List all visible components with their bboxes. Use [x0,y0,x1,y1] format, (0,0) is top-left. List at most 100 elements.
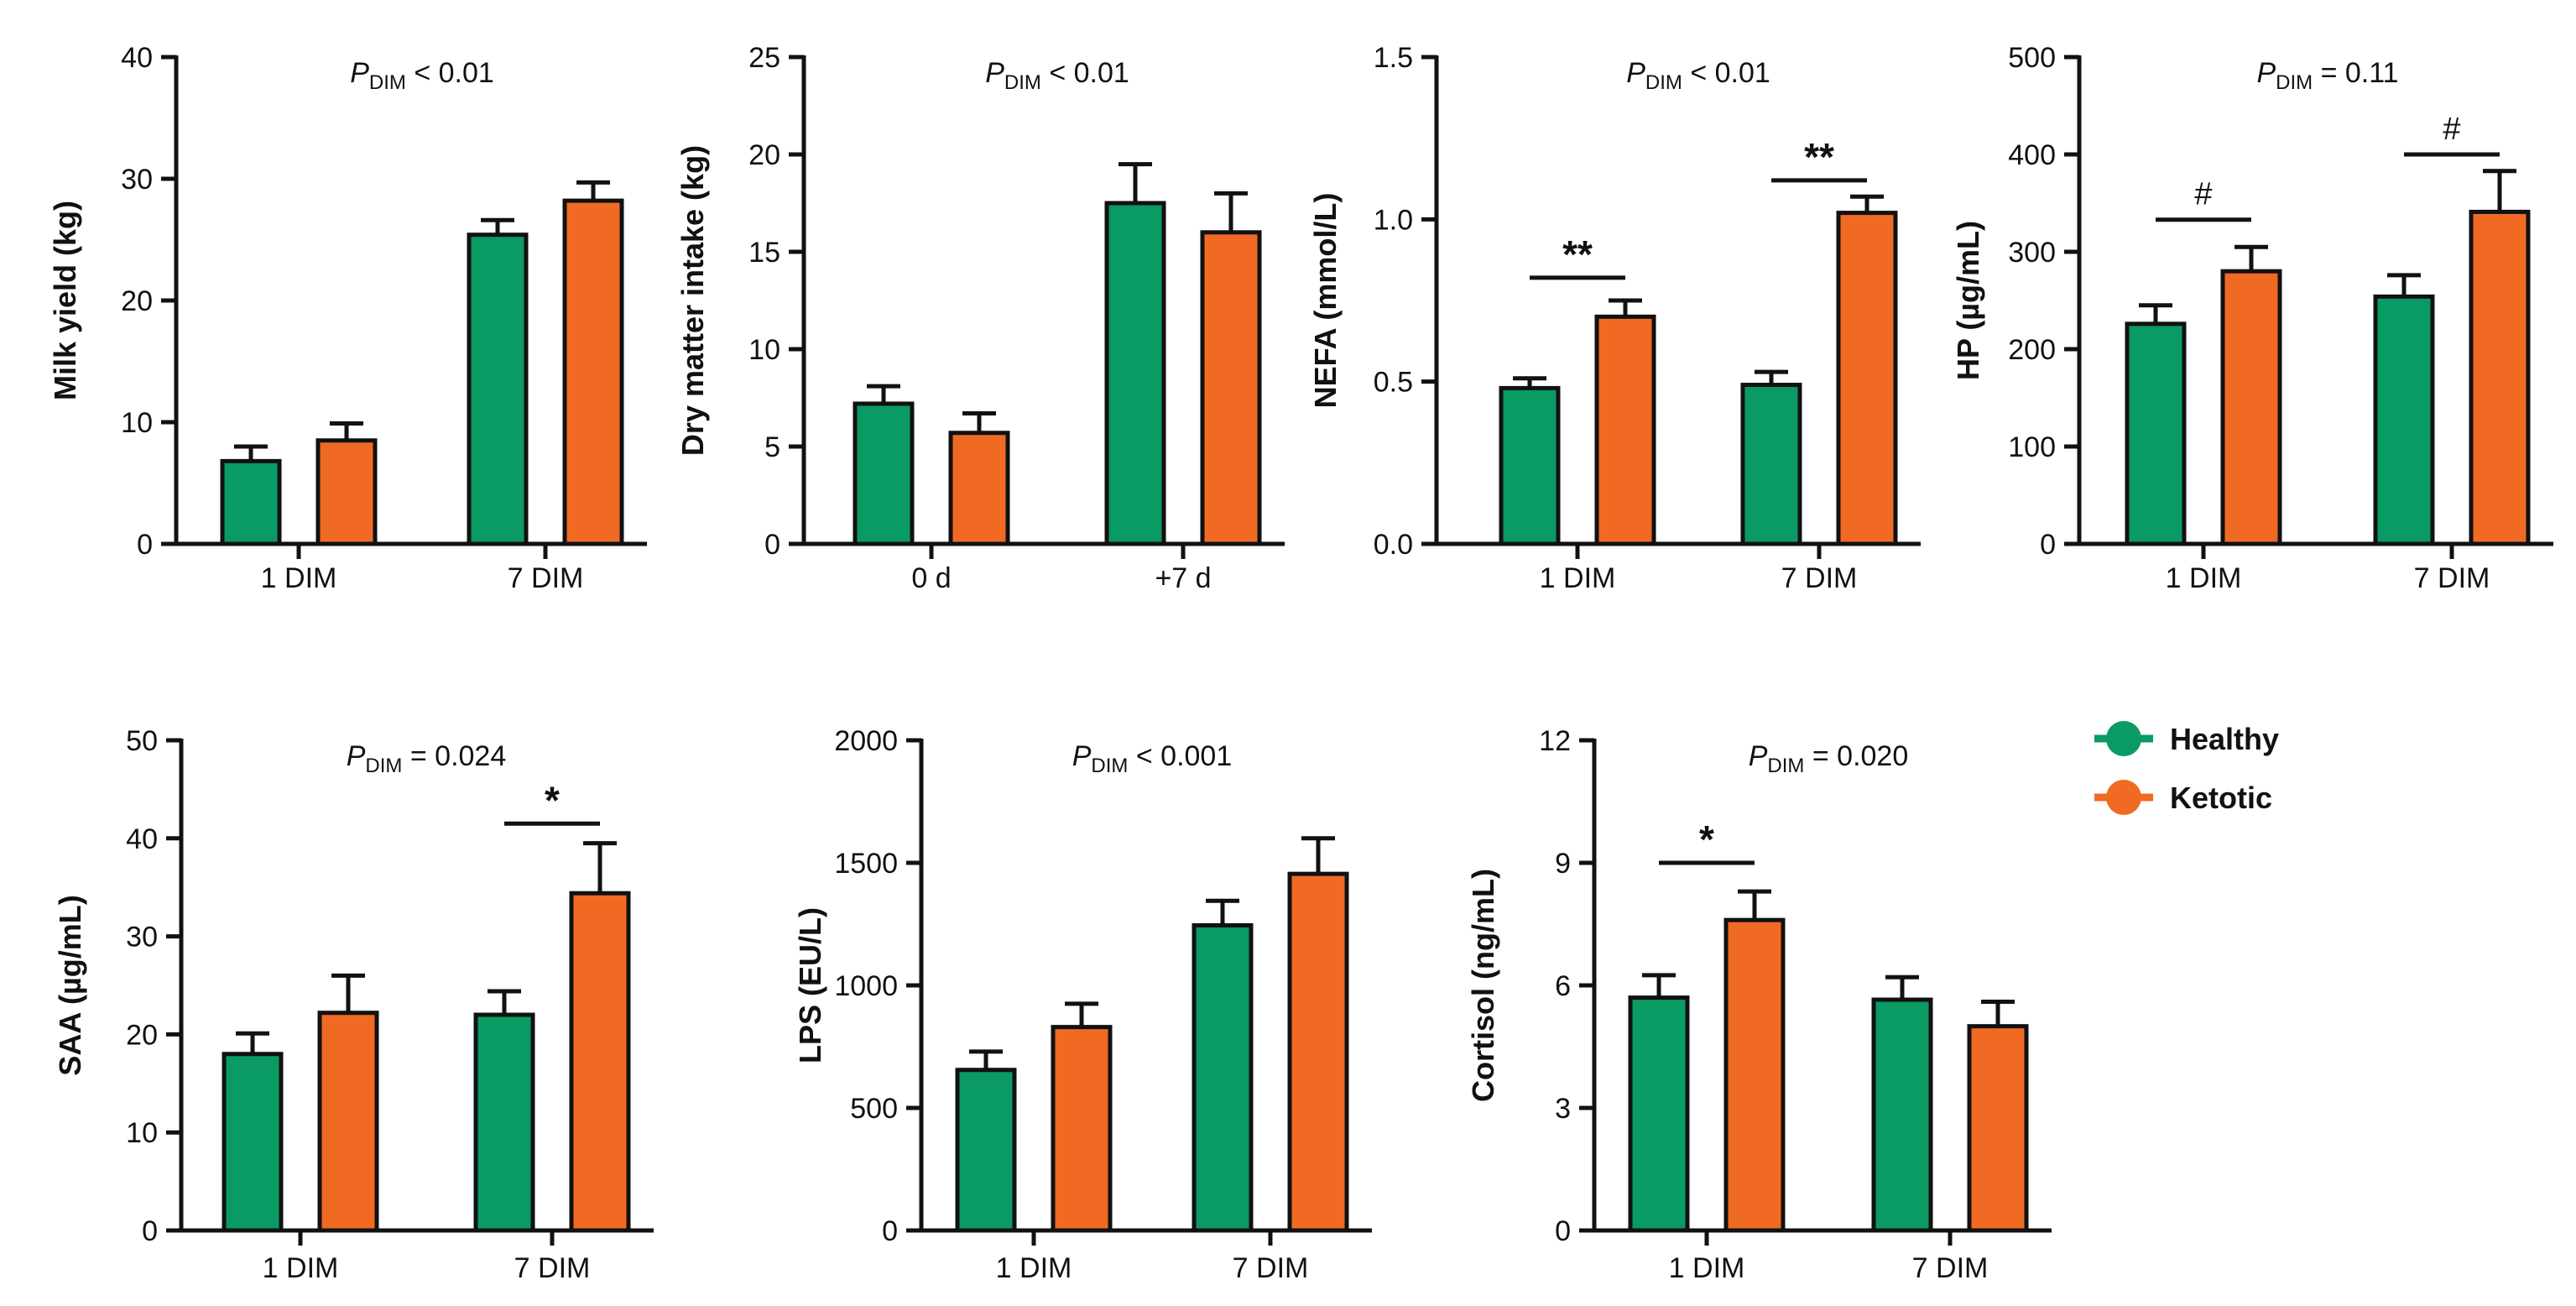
y-tick-label: 2000 [834,725,898,757]
p-value-annotation: PDIM < 0.01 [350,57,494,94]
chart-dmi: 0 5 10 15 20 25 Dry matter intake (kg) 0 d +7 d P… [675,42,1285,594]
bar-healthy [2373,294,2435,546]
chart-hp: 0 100 200 300 400 500 HP (µg/mL) 1 DIM 7 DIM # # PD… [1951,42,2553,594]
y-tick-label: 0 [1555,1215,1571,1247]
bar-ketotic [1200,230,1262,546]
bar-healthy [473,1012,535,1233]
y-tick-label: 20 [121,285,153,317]
bar-healthy [1740,383,1802,546]
y-tick-label: 30 [126,922,158,953]
x-tick-label: 1 DIM [1540,562,1616,594]
p-value-annotation: PDIM < 0.001 [1072,740,1233,777]
x-tick-label: 1 DIM [263,1252,339,1284]
legend: Healthy Ketotic [2094,721,2279,815]
y-tick-label: 1500 [834,848,898,880]
chart-milk: 0 10 20 30 40 Milk yield (kg) 1 DIM 7 DIM PDIM <… [48,42,647,594]
x-tick-label: 0 d [911,562,951,594]
bar-ketotic [1836,211,1898,546]
bar-ketotic [1287,871,1349,1233]
bar-healthy [2125,321,2187,546]
chart-nefa: 0.0 0.5 1.0 1.5 NEFA (mmol/L) 1 DIM 7 DIM ** ** P… [1308,42,1921,594]
significance-symbol: # [2194,177,2212,212]
x-tick-label: +7 d [1155,562,1211,594]
y-axis-title: SAA (µg/mL) [53,895,87,1075]
p-value-annotation: PDIM < 0.01 [1626,57,1770,94]
significance-symbol: * [545,778,560,822]
significance-symbol: # [2443,112,2460,147]
bar-healthy [1499,385,1561,546]
y-tick-label: 0.0 [1374,529,1413,561]
x-tick-label: 7 DIM [508,562,584,594]
x-tick-label: 1 DIM [261,562,337,594]
bar-healthy [222,1052,284,1233]
bar-ketotic [1594,314,1656,546]
legend-healthy-label: Healthy [2170,722,2279,756]
y-tick-label: 0 [137,529,153,561]
bar-healthy [1871,997,1933,1233]
y-tick-label: 9 [1555,848,1571,880]
y-tick-label: 0 [882,1215,898,1247]
significance-symbol: ** [1562,232,1593,276]
bar-ketotic [317,1011,379,1233]
bar-ketotic [2220,269,2282,546]
bar-ketotic [1723,917,1786,1233]
x-tick-label: 7 DIM [1233,1252,1309,1284]
p-value-annotation: PDIM = 0.024 [347,740,507,777]
x-tick-label: 7 DIM [1912,1252,1989,1284]
y-tick-label: 1.0 [1374,204,1413,236]
y-axis-title: NEFA (mmol/L) [1308,193,1343,409]
x-tick-label: 1 DIM [996,1252,1072,1284]
y-tick-label: 5 [764,431,780,463]
y-tick-label: 0 [764,529,780,561]
y-tick-label: 20 [126,1019,158,1051]
y-tick-label: 6 [1555,970,1571,1002]
y-tick-label: 20 [748,139,780,171]
y-tick-label: 300 [2008,237,2056,269]
chart-lps: 0 500 1000 1500 2000 LPS (EU/L) 1 DIM 7 DIM PDIM… [793,725,1372,1284]
bar-ketotic [569,891,631,1233]
y-tick-label: 500 [850,1093,898,1125]
y-axis-title: Cortisol (ng/mL) [1466,869,1500,1102]
legend-ketotic-label: Ketotic [2170,781,2272,815]
y-tick-label: 0 [2040,529,2056,561]
y-tick-label: 200 [2008,334,2056,366]
y-tick-label: 3 [1555,1093,1571,1125]
bar-healthy [1104,201,1166,546]
y-tick-label: 50 [126,725,158,757]
y-tick-label: 25 [748,42,780,74]
bar-healthy [467,232,529,546]
bar-healthy [220,458,282,546]
x-tick-label: 7 DIM [1781,562,1858,594]
x-tick-label: 7 DIM [514,1252,591,1284]
bar-ketotic [2469,209,2531,546]
bar-healthy [1192,922,1254,1233]
y-tick-label: 12 [1539,725,1571,757]
y-tick-label: 40 [126,823,158,855]
bar-ketotic [1967,1024,2029,1233]
chart-saa: 0 10 20 30 40 50 SAA (µg/mL) 1 DIM 7 DIM * PDIM = … [53,725,654,1284]
p-value-annotation: PDIM < 0.01 [985,57,1129,94]
bar-healthy [853,401,915,546]
bar-ketotic [315,438,378,546]
legend-healthy-marker [2106,721,2141,756]
significance-symbol: ** [1804,135,1834,179]
y-tick-label: 30 [121,164,153,196]
y-axis-title: LPS (EU/L) [793,907,827,1063]
legend-ketotic-marker [2106,780,2141,815]
y-tick-label: 40 [121,42,153,74]
y-tick-label: 0 [142,1215,158,1247]
y-tick-label: 10 [748,334,780,366]
y-tick-label: 0.5 [1374,367,1413,399]
y-tick-label: 15 [748,237,780,269]
y-tick-label: 1000 [834,970,898,1002]
bar-healthy [955,1068,1017,1233]
y-axis-title: Dry matter intake (kg) [675,145,710,456]
y-tick-label: 500 [2008,42,2056,74]
significance-symbol: * [1699,818,1714,861]
x-tick-label: 1 DIM [1669,1252,1745,1284]
bar-ketotic [1051,1025,1113,1233]
bar-healthy [1628,995,1690,1233]
x-tick-label: 1 DIM [2166,562,2242,594]
